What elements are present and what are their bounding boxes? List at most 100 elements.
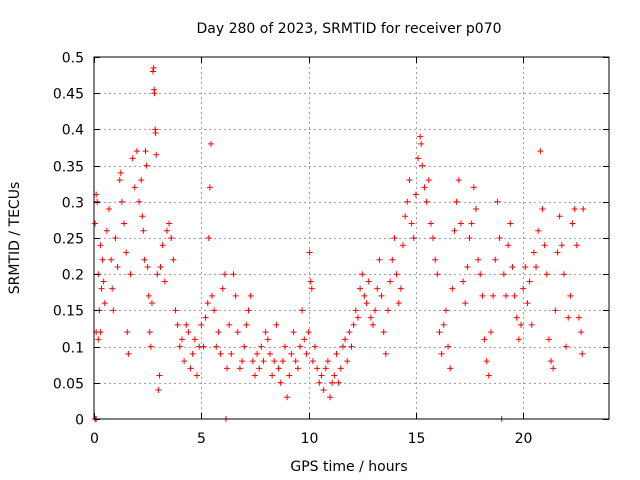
- y-tick-label: 0.05: [53, 377, 84, 393]
- y-tick-label: 0.4: [62, 123, 84, 139]
- data-point: [141, 256, 148, 263]
- data-point: [205, 235, 212, 241]
- data-point: [241, 343, 248, 350]
- data-point: [281, 343, 288, 350]
- data-point: [97, 242, 104, 249]
- data-point: [202, 314, 209, 321]
- data-point: [438, 350, 445, 357]
- data-point: [470, 184, 477, 191]
- data-point: [258, 343, 265, 350]
- data-point: [352, 307, 359, 314]
- data-point: [146, 329, 153, 336]
- x-tick-label: 15: [408, 431, 426, 447]
- data-point: [143, 162, 150, 169]
- data-point: [526, 278, 533, 285]
- data-point: [308, 285, 315, 292]
- data-point: [215, 329, 222, 336]
- data-point: [427, 220, 434, 227]
- data-point: [494, 198, 501, 205]
- data-point: [376, 256, 383, 263]
- data-point: [483, 358, 490, 365]
- y-tick-label: 0.3: [62, 196, 84, 212]
- data-point: [117, 169, 124, 176]
- data-point: [221, 271, 228, 278]
- data-point: [515, 336, 522, 343]
- data-point: [217, 350, 224, 357]
- data-point: [305, 329, 312, 336]
- data-point: [487, 329, 494, 336]
- data-point: [114, 263, 121, 270]
- data-point: [503, 292, 509, 299]
- data-point: [157, 263, 164, 270]
- data-point: [387, 278, 394, 285]
- data-point: [543, 271, 550, 278]
- data-point: [528, 321, 535, 328]
- data-point: [400, 242, 406, 249]
- data-point: [430, 235, 437, 241]
- data-point: [297, 343, 303, 350]
- data-point: [245, 307, 252, 314]
- data-point: [537, 148, 544, 155]
- x-tick-label: 20: [515, 431, 533, 447]
- data-point: [468, 220, 475, 227]
- y-tick-label: 0: [75, 413, 84, 429]
- data-point: [539, 206, 546, 213]
- data-point: [425, 177, 432, 184]
- data-point: [563, 343, 570, 350]
- data-point: [440, 321, 447, 328]
- data-point: [327, 394, 334, 401]
- data-point: [406, 177, 413, 184]
- data-point: [451, 227, 458, 234]
- data-point: [269, 372, 276, 379]
- data-point: [292, 358, 299, 365]
- data-point: [189, 350, 196, 357]
- data-point: [232, 292, 239, 299]
- data-point: [144, 263, 151, 270]
- data-point: [163, 227, 170, 234]
- data-point: [490, 292, 497, 299]
- data-point: [239, 358, 246, 365]
- data-point: [100, 278, 107, 285]
- data-point: [481, 336, 488, 343]
- data-point: [129, 155, 136, 162]
- data-point: [181, 358, 188, 365]
- data-point: [284, 394, 291, 401]
- data-point: [123, 249, 130, 256]
- data-point: [152, 130, 159, 137]
- data-point: [346, 329, 353, 336]
- y-tick-label: 0.5: [62, 51, 84, 67]
- data-point: [139, 213, 146, 220]
- data-point: [312, 343, 319, 350]
- data-point: [457, 220, 464, 227]
- data-point: [365, 278, 372, 285]
- data-point: [329, 379, 336, 386]
- data-point: [277, 379, 284, 386]
- data-point: [507, 220, 514, 227]
- data-point: [496, 235, 503, 241]
- data-point: [578, 329, 585, 336]
- data-point: [194, 372, 200, 379]
- data-point: [290, 329, 297, 336]
- data-point: [384, 307, 391, 314]
- data-point: [423, 198, 430, 205]
- data-point: [318, 372, 325, 379]
- data-point: [124, 329, 131, 336]
- data-point: [350, 321, 357, 328]
- data-point: [207, 140, 214, 147]
- data-point: [380, 329, 387, 336]
- data-point: [262, 329, 269, 336]
- data-point: [109, 285, 116, 292]
- data-point: [565, 314, 572, 321]
- data-point: [533, 263, 540, 270]
- data-point: [453, 198, 460, 205]
- data-point: [127, 271, 134, 278]
- data-point: [138, 177, 145, 184]
- data-point: [579, 350, 586, 357]
- data-point: [286, 372, 293, 379]
- data-point: [92, 220, 99, 227]
- data-point: [178, 336, 185, 343]
- data-point: [415, 155, 422, 162]
- x-tick-label: 10: [301, 431, 319, 447]
- data-point: [337, 365, 344, 372]
